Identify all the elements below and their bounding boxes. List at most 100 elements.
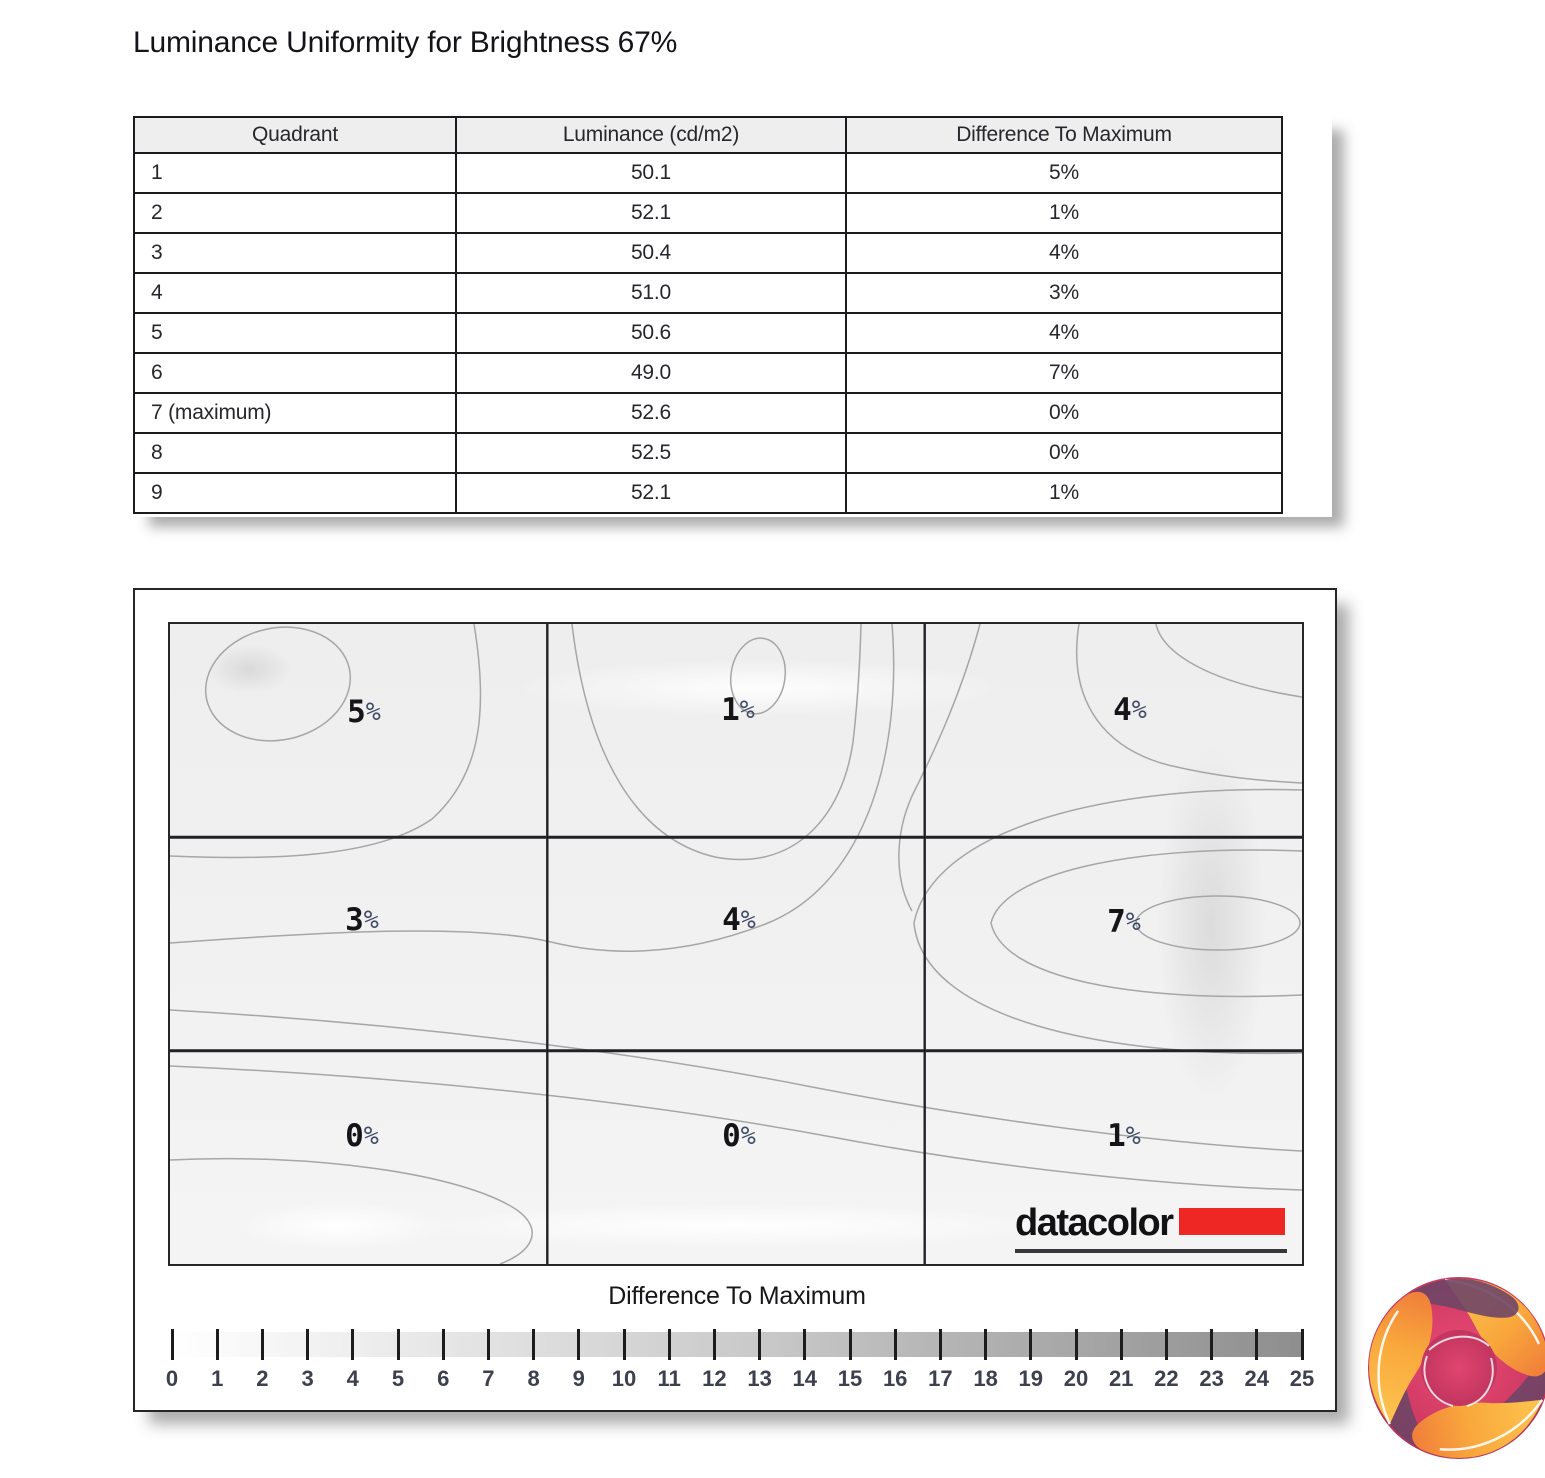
colorbar-tick-label: 22 [1154, 1366, 1179, 1391]
colorbar-tick-label: 23 [1199, 1366, 1224, 1391]
table-cell: 50.4 [455, 232, 847, 274]
table-cell: 7 (maximum) [133, 392, 457, 434]
colorbar-tick-label: 9 [572, 1366, 585, 1391]
colorbar-tick-label: 8 [527, 1366, 540, 1391]
colorbar-tick [803, 1329, 807, 1360]
table-row: 2 52.1 1% [133, 192, 1283, 234]
colorbar-tick-label: 16 [882, 1366, 908, 1391]
table-header-row: Quadrant Luminance (cd/m2) Difference To M… [133, 116, 1283, 154]
datacolor-logo-text: datacolor [1015, 1202, 1174, 1244]
table-cell: 50.1 [455, 152, 847, 194]
table-cell: 5 [133, 312, 457, 354]
table-header-cell: Difference To Maximum [845, 116, 1283, 154]
colorbar-tick-label: 25 [1289, 1366, 1315, 1391]
colorbar-tick-label: 6 [437, 1366, 450, 1391]
quadrant-difference-label: 1% [721, 692, 755, 728]
table-cell: 7% [845, 352, 1283, 394]
quadrant-grid-lines [170, 624, 1302, 1264]
table-cell: 50.6 [455, 312, 847, 354]
colorbar-tick-label: 18 [973, 1366, 998, 1391]
colorbar-tick [577, 1329, 581, 1360]
colorbar-tick [441, 1329, 445, 1360]
table-cell: 1 [133, 152, 457, 194]
quadrant-difference-label: 7% [1107, 904, 1141, 940]
colorbar-tick [260, 1329, 264, 1360]
colorbar-title: Difference To Maximum [608, 1282, 866, 1310]
colorbar-tick-label: 3 [301, 1366, 314, 1391]
colorbar-tick-label: 20 [1063, 1366, 1089, 1391]
colorbar-tick [486, 1329, 490, 1360]
colorbar-tick-label: 7 [482, 1366, 495, 1391]
colorbar-tick [938, 1329, 942, 1360]
table-cell: 4% [845, 232, 1283, 274]
colorbar-tick [170, 1329, 174, 1360]
colorbar-tick-label: 21 [1108, 1366, 1134, 1391]
table-cell: 9 [133, 472, 457, 514]
table-cell: 52.5 [455, 432, 847, 474]
table-cell: 51.0 [455, 272, 847, 314]
datacolor-logo-red-bar [1178, 1208, 1285, 1235]
table-cell: 0% [845, 432, 1283, 474]
colorbar-tick-label: 12 [702, 1366, 727, 1391]
colorbar-tick [1255, 1329, 1259, 1360]
colorbar-tick [396, 1329, 400, 1360]
colorbar-tick [1029, 1329, 1033, 1360]
table-cell: 3% [845, 272, 1283, 314]
table-row: 6 49.0 7% [133, 352, 1283, 394]
colorbar-tick [712, 1329, 716, 1360]
colorbar-tick-label: 14 [792, 1366, 818, 1391]
contour-lines [170, 624, 1302, 1264]
colorbar-tick [984, 1329, 988, 1360]
uniformity-figure: 5% 1% 4% 3% 4% 7% 0% 0% 1% datacolor Difference … [133, 588, 1337, 1412]
kitguru-logo [1368, 1277, 1545, 1459]
colorbar-gradient [170, 1329, 1304, 1360]
table-cell: 52.6 [455, 392, 847, 434]
colorbar-tick-label: 13 [747, 1366, 772, 1391]
colorbar-tick [1164, 1329, 1168, 1360]
colorbar-tick [1074, 1329, 1078, 1360]
colorbar-tick-label: 10 [611, 1366, 637, 1391]
table-row: 9 52.1 1% [133, 472, 1283, 514]
table-cell: 4% [845, 312, 1283, 354]
quadrant-difference-label: 3% [345, 902, 379, 938]
table-row: 5 50.6 4% [133, 312, 1283, 354]
colorbar-tick [1300, 1329, 1304, 1360]
table-body: 1 50.1 5% 2 52.1 1% 3 50.4 4% 4 51.0 3% 5 50.6 4% 6 49.0… [133, 152, 1283, 514]
table-row: 8 52.5 0% [133, 432, 1283, 474]
colorbar-tick-label: 24 [1244, 1366, 1270, 1391]
luminance-table: Quadrant Luminance (cd/m2) Difference To M… [133, 116, 1283, 514]
table-cell: 52.1 [455, 192, 847, 234]
page-title: Luminance Uniformity for Brightness 67% [133, 26, 678, 59]
colorbar-tick-label: 5 [391, 1366, 405, 1391]
table-cell: 1% [845, 192, 1283, 234]
datacolor-logo: datacolor [1015, 1202, 1287, 1253]
table-row: 4 51.0 3% [133, 272, 1283, 314]
luminance-table-panel: Quadrant Luminance (cd/m2) Difference To M… [133, 116, 1332, 517]
colorbar-tick-label: 2 [256, 1366, 269, 1391]
colorbar-tick [893, 1329, 897, 1360]
table-cell: 49.0 [455, 352, 847, 394]
table-cell: 1% [845, 472, 1283, 514]
colorbar-tick [848, 1329, 852, 1360]
colorbar-tick-label: 11 [657, 1366, 681, 1391]
contour-plot: 5% 1% 4% 3% 4% 7% 0% 0% 1% datacolor [168, 622, 1304, 1266]
colorbar-tick-label: 0 [165, 1366, 179, 1391]
colorbar-tick-label: 1 [211, 1366, 224, 1391]
table-cell: 52.1 [455, 472, 847, 514]
colorbar-tick-label: 15 [837, 1366, 863, 1391]
colorbar-tick [622, 1329, 626, 1360]
table-cell: 5% [845, 152, 1283, 194]
table-cell: 4 [133, 272, 457, 314]
colorbar-tick [1119, 1329, 1123, 1360]
colorbar-tick [667, 1329, 671, 1360]
table-header-cell: Luminance (cd/m2) [455, 116, 847, 154]
colorbar-tick [351, 1329, 355, 1360]
colorbar-tick-label: 17 [928, 1366, 953, 1391]
quadrant-difference-label: 4% [722, 902, 756, 938]
colorbar-tick [532, 1329, 536, 1360]
table-cell: 8 [133, 432, 457, 474]
quadrant-difference-label: 0% [345, 1118, 379, 1154]
table-row: 1 50.1 5% [133, 152, 1283, 194]
colorbar-tick [306, 1329, 310, 1360]
